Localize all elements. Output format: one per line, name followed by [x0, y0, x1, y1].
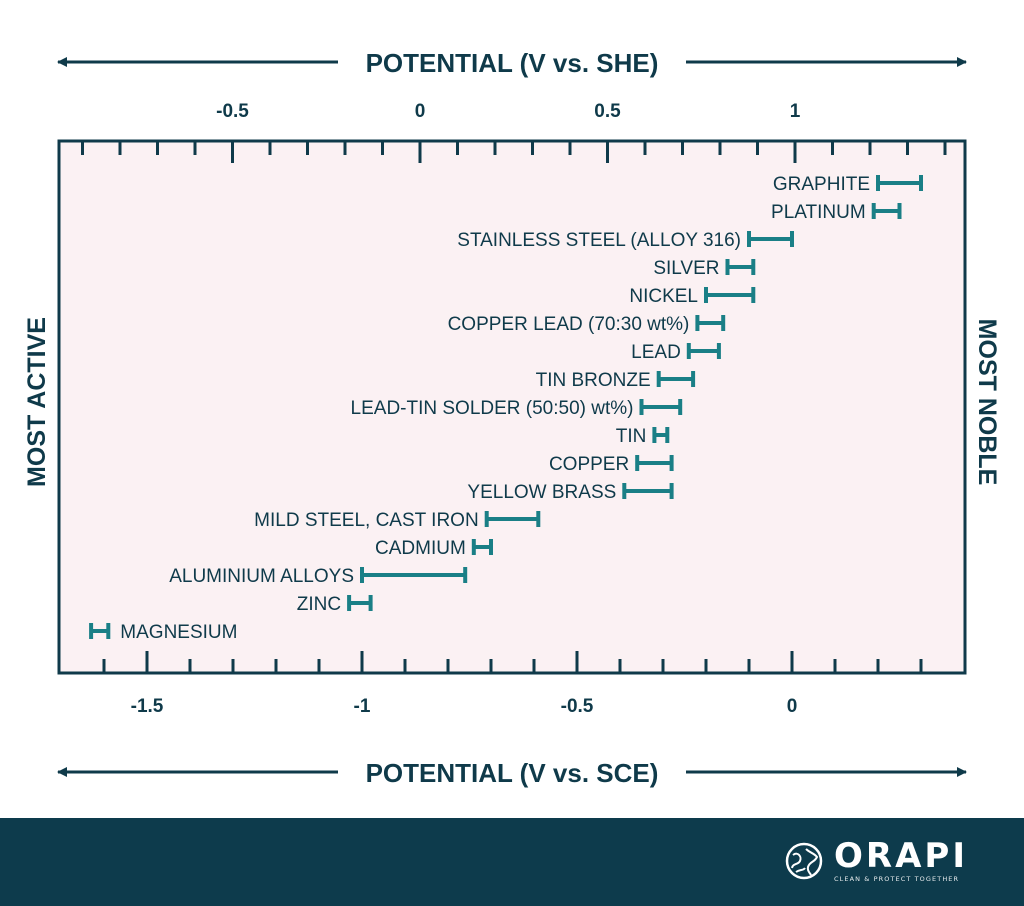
brand-lockup: ORAPI CLEAN & PROTECT TOGETHER [784, 838, 968, 884]
metal-label: NICKEL [629, 286, 698, 307]
range-bars [89, 175, 923, 639]
range-bar [347, 595, 373, 611]
range-bar [484, 511, 541, 527]
top-axis-tick-label: -0.5 [216, 101, 249, 122]
metal-label: ALUMINIUM ALLOYS [169, 566, 354, 587]
brand-tagline: CLEAN & PROTECT TOGETHER [834, 875, 960, 883]
metal-labels: GRAPHITE PLATINUM STAINLESS STEEL (ALLOY 3… [120, 174, 870, 643]
bottom-axis-tick-label: -0.5 [561, 696, 594, 717]
top-axis-tick-label: 0 [415, 101, 426, 122]
metal-label: CADMIUM [375, 538, 466, 559]
metal-label: GRAPHITE [773, 174, 870, 195]
range-bar [695, 315, 726, 331]
top-axis-tick-label: 1 [790, 101, 801, 122]
metal-label: YELLOW BRASS [467, 482, 616, 503]
range-bar [360, 567, 468, 583]
range-bar [635, 455, 674, 471]
range-bar [876, 175, 923, 191]
footer-bar: ORAPI CLEAN & PROTECT TOGETHER [0, 818, 1024, 906]
range-bar [686, 343, 721, 359]
galvanic-series-chart: POTENTIAL (V vs. SHE) POTENTIAL (V vs. S… [23, 48, 1001, 788]
right-side-label: MOST NOBLE [973, 319, 1001, 486]
top-axis-title: POTENTIAL (V vs. SHE) [366, 48, 659, 78]
bottom-axis-tick-label: 0 [787, 696, 798, 717]
plot-area [57, 139, 967, 675]
brand-name: ORAPI [834, 836, 968, 876]
metal-label: PLATINUM [771, 202, 866, 223]
left-side-label: MOST ACTIVE [23, 317, 51, 487]
bottom-axis-tick-label: -1.5 [131, 696, 164, 717]
metal-label: SILVER [653, 258, 719, 279]
range-bar [652, 427, 670, 443]
range-bar [704, 287, 756, 303]
bottom-axis-title: POTENTIAL (V vs. SCE) [366, 758, 659, 788]
range-bar [471, 539, 493, 555]
metal-label: COPPER [549, 454, 629, 475]
range-bar [747, 231, 794, 247]
metal-label: MAGNESIUM [120, 622, 237, 643]
metal-label: TIN [616, 426, 647, 447]
metal-label: LEAD [631, 342, 681, 363]
axis-ticks [81, 141, 947, 673]
globe-leaf-icon [785, 842, 823, 880]
metal-label: COPPER LEAD (70:30 wt%) [448, 314, 690, 335]
range-bar [89, 623, 111, 639]
top-axis-tick-label: 0.5 [594, 101, 621, 122]
metal-label: STAINLESS STEEL (ALLOY 316) [457, 230, 741, 251]
range-bar [639, 399, 683, 415]
range-bar [725, 259, 756, 275]
metal-label: LEAD-TIN SOLDER (50:50) wt%) [351, 398, 634, 419]
metal-label: MILD STEEL, CAST IRON [254, 510, 479, 531]
bottom-axis-tick-label: -1 [354, 696, 371, 717]
metal-label: TIN BRONZE [536, 370, 651, 391]
axis-tick-labels: -0.5 0 0.5 1 -1.5 -1 -0.5 0 [131, 101, 801, 717]
range-bar [871, 203, 902, 219]
range-bar [622, 483, 674, 499]
range-bar [656, 371, 696, 387]
metal-label: ZINC [297, 594, 341, 615]
